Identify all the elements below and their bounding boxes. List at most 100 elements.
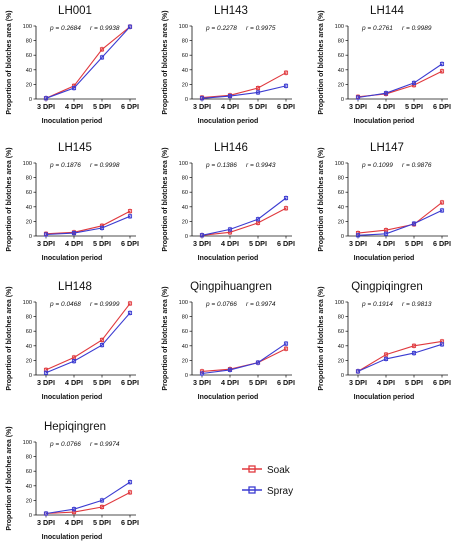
data-point-spray: [43, 96, 49, 101]
y-axis-title: Proportion of blotches area (%): [318, 147, 325, 251]
x-tick-label: 3 DPI: [193, 102, 211, 111]
y-axis-title: Proportion of blotches area (%): [6, 426, 13, 530]
p-value-label: p = 0.2278: [205, 25, 237, 32]
y-tick-label: 80: [26, 315, 32, 321]
x-tick-label: 4 DPI: [221, 102, 239, 111]
chart-title: Qingpihuangren: [190, 281, 272, 293]
legend-soak-marker: [248, 465, 256, 473]
series-line-soak: [45, 26, 131, 99]
chart-title: LH147: [370, 142, 404, 154]
chart-title: LH148: [58, 281, 92, 293]
y-tick-label: 40: [26, 484, 32, 490]
data-point-soak: [439, 69, 445, 74]
data-point-spray: [199, 233, 205, 238]
y-tick-label: 60: [182, 329, 188, 335]
data-point-soak: [255, 85, 261, 91]
y-tick-label: 60: [338, 190, 344, 196]
data-point-soak: [283, 70, 289, 75]
y-tick-label: 80: [26, 39, 32, 45]
r-value-label: r = 0.9974: [90, 441, 120, 448]
y-tick-label: 0: [29, 373, 32, 379]
data-point-spray: [439, 61, 445, 67]
data-point-spray: [43, 370, 49, 375]
x-tick-label: 3 DPI: [37, 239, 55, 248]
y-tick-label: 0: [341, 234, 344, 240]
p-value-label: p = 0.0766: [49, 441, 81, 448]
series-line-soak: [357, 70, 443, 98]
x-tick-label: 3 DPI: [193, 378, 211, 387]
y-tick-label: 40: [338, 205, 344, 211]
y-tick-label: 60: [26, 53, 32, 59]
y-tick-label: 0: [29, 234, 32, 240]
data-point-spray: [227, 367, 233, 372]
chart-panel-5: LH146 p = 0.1386 r = 0.9943 0 20 40 60 80 100 3 D…: [162, 142, 295, 262]
data-point-spray: [439, 208, 445, 213]
data-point-soak: [127, 209, 133, 214]
data-point-spray: [43, 511, 49, 516]
chart-title: LH145: [58, 142, 92, 154]
data-point-spray: [99, 498, 105, 503]
y-axis-title: Proportion of blotches area (%): [6, 147, 13, 251]
x-tick-label: 6 DPI: [433, 239, 451, 248]
x-axis-title: Inoculation period: [198, 255, 259, 262]
series-line-soak: [201, 207, 287, 236]
x-tick-label: 4 DPI: [65, 518, 83, 527]
y-tick-label: 20: [338, 358, 344, 364]
y-tick-label: 80: [26, 455, 32, 461]
x-axis-title: Inoculation period: [42, 534, 103, 541]
y-tick-label: 80: [338, 176, 344, 182]
r-value-label: r = 0.9975: [246, 25, 276, 32]
data-point-spray: [227, 227, 233, 232]
p-value-label: p = 0.2684: [49, 25, 81, 32]
x-tick-label: 5 DPI: [249, 102, 267, 111]
y-tick-label: 40: [26, 68, 32, 74]
series-line-spray: [45, 312, 131, 374]
y-tick-label: 60: [26, 190, 32, 196]
y-tick-label: 0: [29, 513, 32, 519]
r-value-label: r = 0.9989: [402, 25, 432, 32]
data-point-soak: [99, 504, 105, 510]
y-axis-title: Proportion of blotches area (%): [6, 286, 13, 390]
x-tick-label: 6 DPI: [121, 518, 139, 527]
data-point-spray: [411, 351, 417, 356]
series-line-spray: [357, 343, 443, 372]
x-tick-label: 4 DPI: [65, 239, 83, 248]
chart-panel-2: LH143 p = 0.2278 r = 0.9975 0 20 40 60 80 100 3 D…: [162, 5, 295, 125]
y-tick-label: 60: [26, 329, 32, 335]
data-point-soak: [411, 343, 417, 348]
p-value-label: p = 0.0468: [49, 301, 81, 308]
y-axis-title: Proportion of blotches area (%): [162, 10, 169, 114]
legend-soak-label: Soak: [267, 465, 291, 476]
legend: Soak Spray: [242, 465, 293, 497]
y-tick-label: 40: [26, 205, 32, 211]
y-tick-label: 40: [182, 205, 188, 211]
y-tick-label: 60: [26, 469, 32, 475]
x-axis-title: Inoculation period: [198, 394, 259, 401]
y-tick-label: 40: [338, 344, 344, 350]
x-tick-label: 3 DPI: [193, 239, 211, 248]
y-tick-label: 100: [179, 161, 188, 167]
series-line-spray: [357, 63, 443, 99]
data-point-spray: [127, 310, 133, 316]
data-point-spray: [255, 90, 261, 95]
x-tick-label: 5 DPI: [93, 102, 111, 111]
series-line-spray: [201, 85, 287, 99]
r-value-label: r = 0.9943: [246, 162, 276, 169]
chart-panel-9: Qingpiqingren p = 0.1914 r = 0.9813 0 20 40 60…: [318, 281, 451, 401]
y-tick-label: 20: [26, 219, 32, 225]
data-point-spray: [283, 341, 289, 346]
chart-title: LH146: [214, 142, 248, 154]
y-tick-label: 100: [335, 300, 344, 306]
data-point-spray: [383, 231, 389, 236]
data-point-soak: [99, 47, 105, 52]
r-value-label: r = 0.9999: [90, 301, 120, 308]
series-line-soak: [45, 303, 131, 371]
p-value-label: p = 0.1099: [361, 162, 393, 169]
y-tick-label: 100: [179, 24, 188, 30]
y-tick-label: 40: [182, 344, 188, 350]
y-tick-label: 0: [341, 373, 344, 379]
y-axis-title: Proportion of blotches area (%): [318, 10, 325, 114]
p-value-label: p = 0.0766: [205, 301, 237, 308]
data-point-spray: [383, 91, 389, 96]
x-axis-title: Inoculation period: [42, 255, 103, 262]
